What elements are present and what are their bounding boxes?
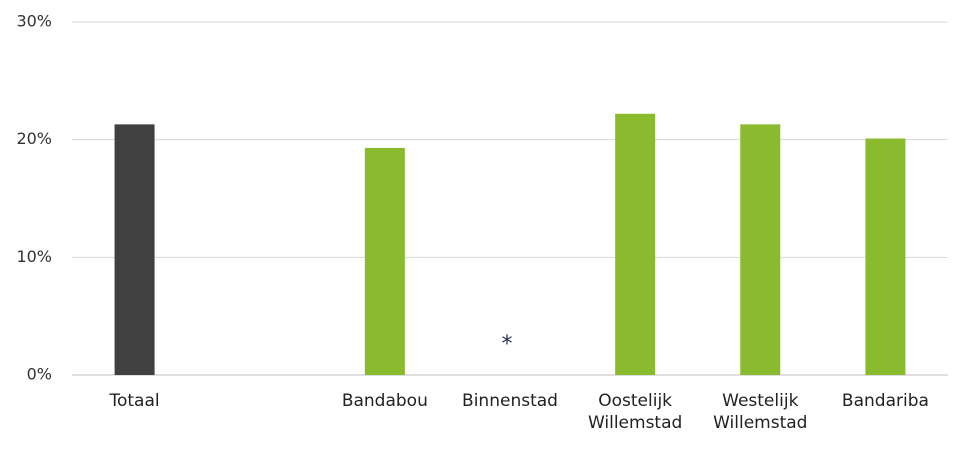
- bar: [740, 124, 781, 376]
- y-tick-label: 0%: [27, 365, 52, 384]
- x-tick-label: Binnenstad: [462, 391, 558, 411]
- annotation: *: [502, 332, 513, 357]
- x-tick-label: Bandabou: [341, 391, 428, 411]
- bar: [615, 113, 656, 375]
- x-tick-label: Totaal: [109, 391, 160, 411]
- x-tick-label: Oostelijk Willemstad: [587, 391, 683, 433]
- x-tick-label: Bandariba: [841, 391, 929, 411]
- bar: [364, 147, 405, 375]
- bar: [114, 124, 155, 376]
- y-tick-label: 10%: [16, 247, 52, 266]
- y-tick-label: 20%: [16, 129, 52, 148]
- y-tick-label: 30%: [16, 12, 52, 31]
- x-tick-label: Westelijk Willemstad: [713, 391, 808, 433]
- bar: [865, 138, 906, 375]
